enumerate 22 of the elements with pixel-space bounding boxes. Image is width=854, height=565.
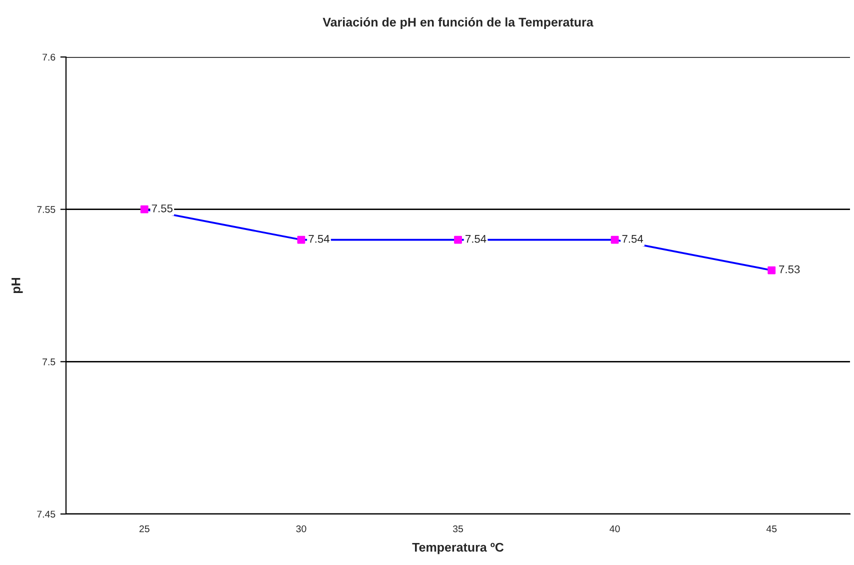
point [297,236,306,244]
y-axis-title: pH [12,278,23,294]
x-axis-title: Temperatura ºC [412,542,504,554]
point [768,266,776,274]
x-tick-label: 25 [139,525,150,532]
data-label: 7.54 [466,235,486,243]
x-tick-label: 45 [766,525,777,532]
y-tick-label: 7.55 [37,206,56,213]
data-label: 7.54 [622,235,644,243]
y-tick-label: 7.45 [37,510,56,518]
data-label: 7.53 [779,265,800,274]
data-label: 7.54 [308,235,330,243]
chart-title: Variación de pH en función de la Temperatura [322,17,594,30]
x-tick-label: 35 [452,525,463,532]
x-tick-label: 30 [296,525,306,532]
point [610,236,619,244]
data-label: 7.55 [152,204,173,212]
point [454,236,462,244]
y-tick-label: 7.5 [42,358,56,366]
y-tick-label: 7.6 [42,54,56,61]
point [140,205,148,214]
x-tick-label: 40 [610,525,620,532]
